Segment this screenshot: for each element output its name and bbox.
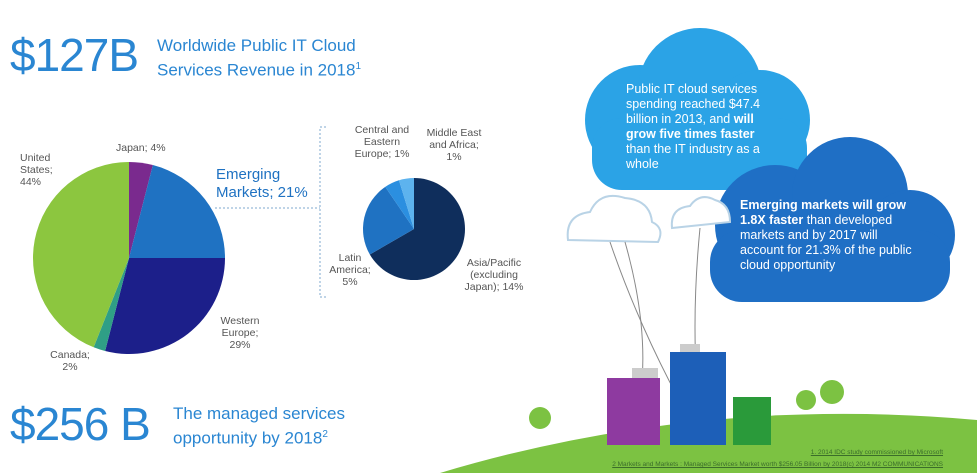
slice-label: Latin America; 5% [329,252,371,288]
pie-slice [32,162,129,348]
pie-slice [363,186,414,255]
slice-label: Japan; 4% [116,142,166,154]
footnote: 1. 2014 IDC study commissioned by Micros… [810,449,943,456]
slice-label: Canada; 2% [50,349,90,373]
pie-slice [93,258,129,351]
callout-text: Public IT cloud services spending reache… [626,82,776,172]
callout-text: Emerging markets will grow 1.8X faster t… [740,198,915,273]
callout-part: will grow five times faster [626,112,755,141]
pie-slice [129,162,153,258]
callout-part: Emerging markets will grow 1.8X faster [740,198,907,227]
caption-text: Worldwide Public IT Cloud Services Reven… [157,36,356,80]
slice-label: Asia/Pacific (excluding Japan); 14% [464,257,524,293]
pie-slice [129,165,225,258]
slice-label: Western Europe; 29% [220,315,260,351]
pie-slice [105,258,225,354]
pie-slice [398,178,414,229]
bracket [215,126,326,298]
revenue-caption: Worldwide Public IT Cloud Services Reven… [157,35,387,81]
footnote: 2 Markets and Markets : Managed Services… [612,461,943,468]
slice-label: Emerging Markets; 21% [216,166,308,201]
slice-label: Middle East and Africa; 1% [426,127,482,163]
caption-text: The managed services opportunity by 2018 [173,404,345,448]
slice-label: Central and Eastern Europe; 1% [354,124,410,160]
pie-slice [385,180,414,229]
services-figure: $256 B [10,398,151,450]
note-mark: 1 [355,61,362,72]
callout-part: Public IT cloud services spending reache… [626,82,761,126]
revenue-figure: $127B [10,29,139,81]
cloud-bottom [710,137,955,302]
callout-part: than the IT industry as a whole [626,142,760,171]
pie-slice [369,178,465,280]
services-caption: The managed services opportunity by 2018… [173,403,403,449]
callout-part: than developed markets and by 2017 will … [740,213,912,272]
buildings [529,344,844,445]
note-mark: 2 [322,429,328,440]
small-clouds [566,194,732,244]
cloud-top [585,28,810,190]
slice-label: United States; 44% [20,152,53,188]
